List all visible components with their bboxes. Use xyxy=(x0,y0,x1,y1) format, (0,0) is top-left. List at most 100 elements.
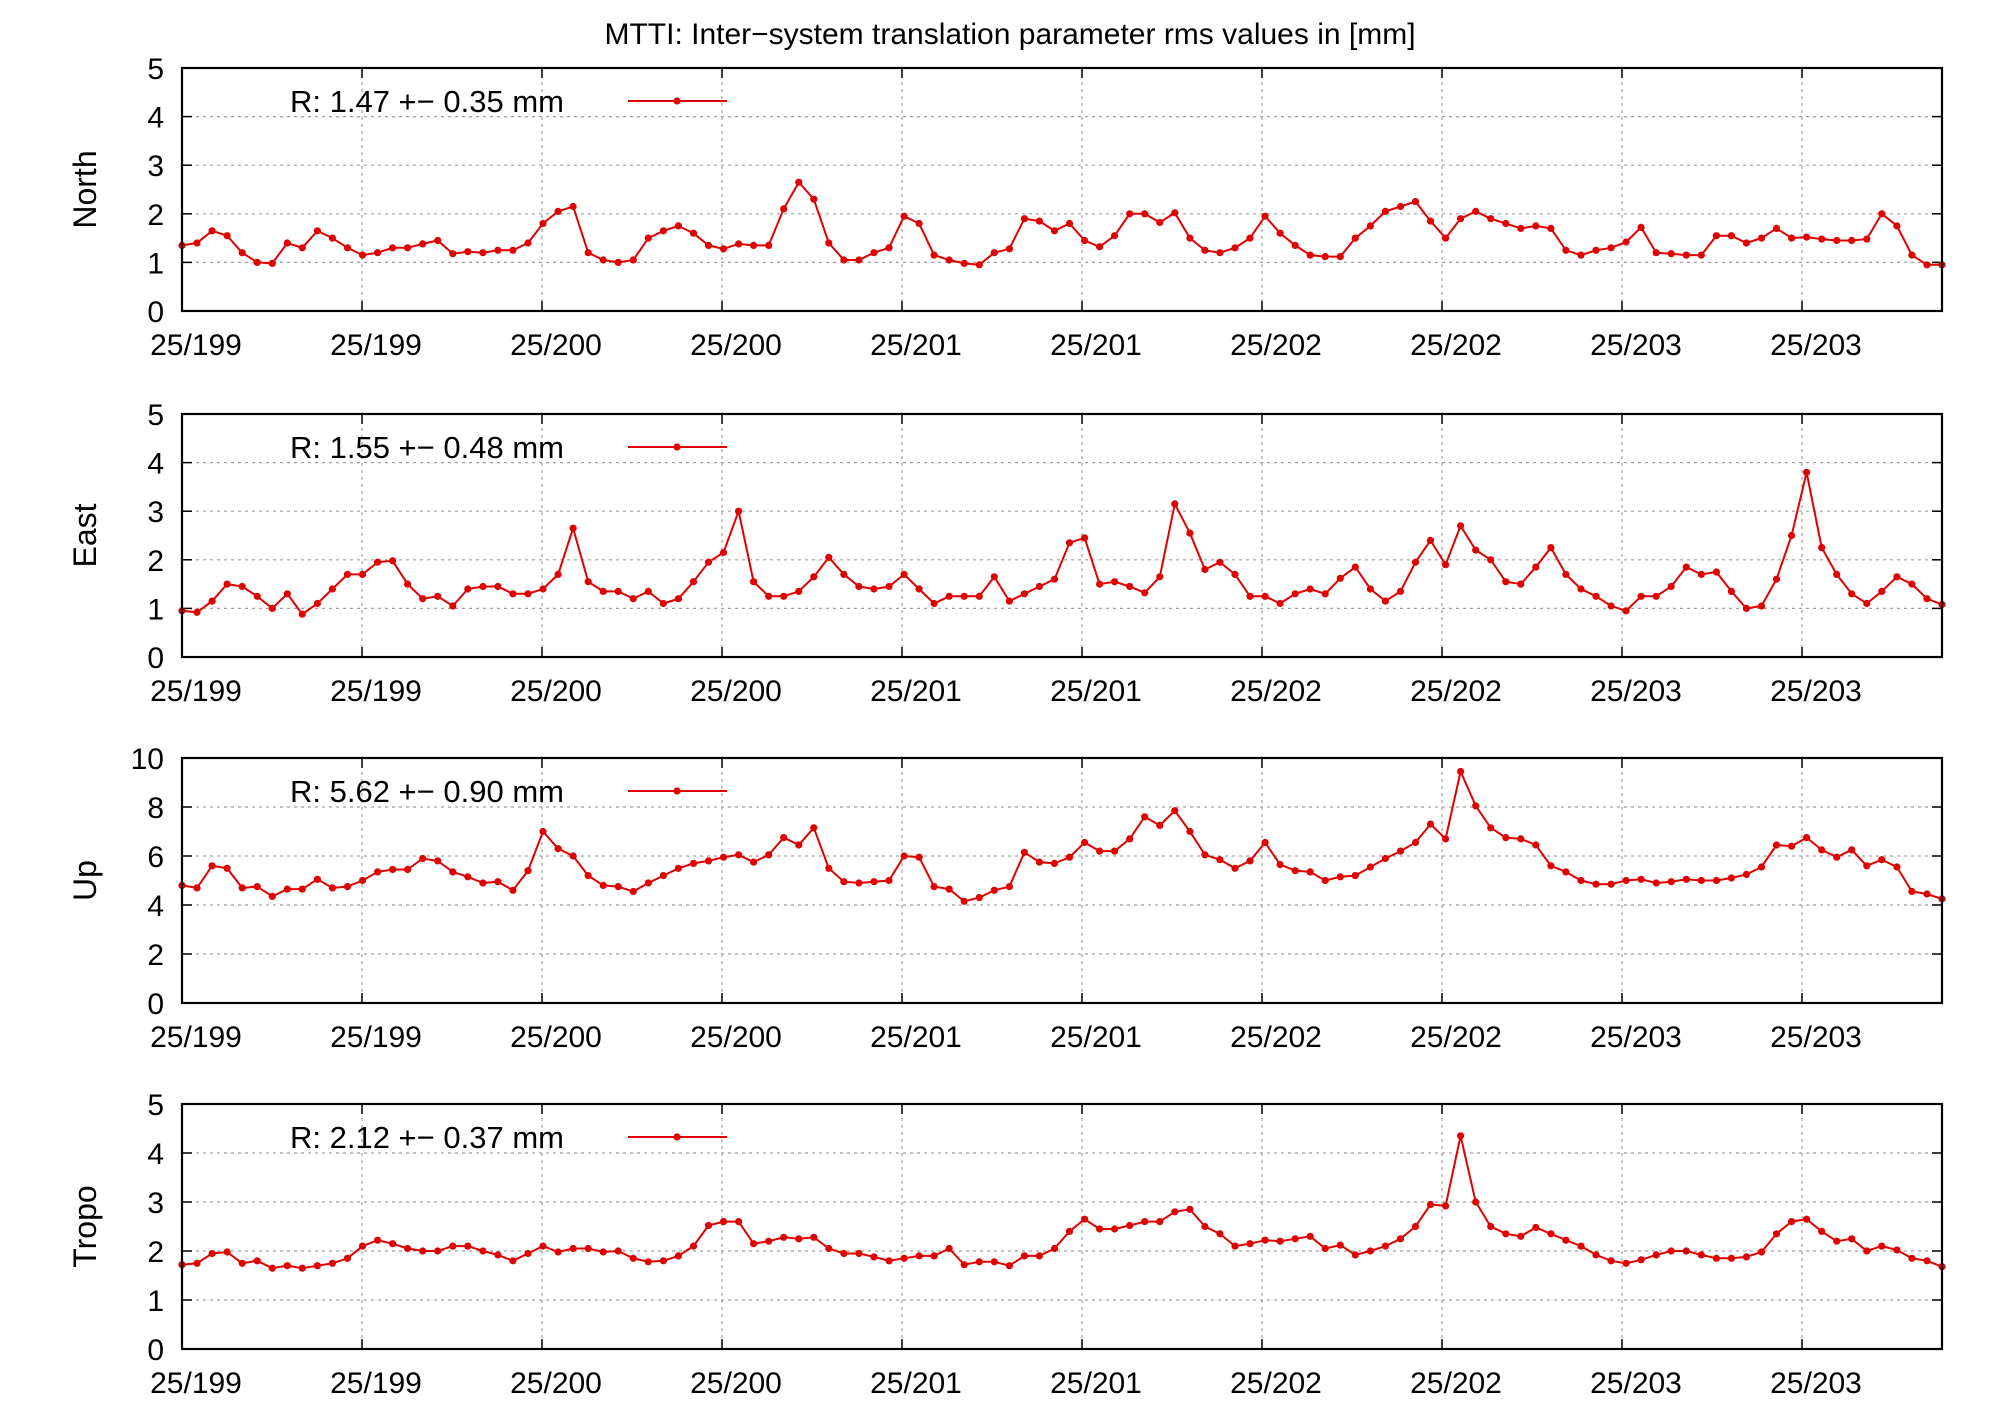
panel-4-series-line xyxy=(181,1135,1943,1270)
panel-1-legend-text: R: 1.47 +− 0.35 mm xyxy=(290,84,564,119)
panel-3-data-point xyxy=(915,853,923,861)
panel-1-data-point xyxy=(1411,198,1420,206)
panel-4-data-point xyxy=(1547,1230,1555,1238)
panel-4-data-point xyxy=(253,1257,261,1265)
panel-2-data-point xyxy=(1231,570,1239,579)
panel-3-data-point xyxy=(238,884,246,892)
panel-4-data-point xyxy=(1351,1251,1359,1259)
panel-4-data-point xyxy=(1231,1242,1239,1250)
panel-2-data-point xyxy=(479,582,487,591)
panel-1-data-point xyxy=(464,248,472,256)
panel-1-data-point xyxy=(569,202,577,211)
panel-2-data-point xyxy=(298,610,306,618)
panel-3-data-point xyxy=(900,852,908,860)
panel-4-data-point xyxy=(674,1252,683,1260)
panel-1-data-point xyxy=(1306,251,1314,259)
panel-3-data-point xyxy=(1652,879,1660,887)
panel-4-xtick-label: 25/201 xyxy=(1050,1367,1142,1400)
panel-2-data-point xyxy=(1457,522,1465,530)
panel-1-data-point xyxy=(1366,222,1374,230)
panel-2-ytick-label: 2 xyxy=(147,545,164,578)
panel-3-data-point xyxy=(735,851,743,859)
panel-1-data-point xyxy=(208,227,216,235)
panel-3-data-point xyxy=(825,864,833,872)
panel-2-ytick-label: 3 xyxy=(147,496,164,529)
panel-3-xtick-label: 25/202 xyxy=(1410,1021,1502,1054)
panel-2-data-point xyxy=(1186,529,1194,537)
panel-3-data-point xyxy=(298,885,306,893)
panel-2-data-point xyxy=(1442,561,1450,569)
panel-3-data-point xyxy=(313,875,321,883)
panel-1-data-point xyxy=(1803,233,1811,241)
panel-3-data-point xyxy=(404,865,412,874)
panel-4-data-point xyxy=(719,1218,728,1226)
panel-2-data-point xyxy=(419,595,427,603)
panel-2-data-point xyxy=(1622,607,1630,615)
panel-4-data-point xyxy=(689,1242,698,1250)
panel-1-data-point xyxy=(960,259,968,267)
panel-3-data-point xyxy=(1141,813,1149,821)
panel-2-ytick-label: 0 xyxy=(147,642,164,675)
panel-3-data-point xyxy=(554,845,562,853)
panel-2-data-point xyxy=(1607,602,1615,610)
panel-4-xtick-label: 25/202 xyxy=(1410,1367,1502,1400)
panel-2-data-point xyxy=(719,548,728,557)
panel-2-data-point xyxy=(900,570,908,579)
panel-4-data-point xyxy=(1020,1252,1028,1260)
panel-2-data-point xyxy=(464,585,472,593)
panel-1-data-point xyxy=(1667,250,1675,258)
panel-3-data-point xyxy=(434,857,442,865)
panel-2-data-point xyxy=(1126,582,1134,591)
panel-3-data-point xyxy=(1803,834,1811,842)
panel-4-data-point xyxy=(1923,1257,1931,1265)
panel-4-data-point xyxy=(539,1242,547,1250)
panel-3-data-point xyxy=(1035,858,1043,866)
panel-2-data-point xyxy=(509,590,517,598)
panel-4-data-point xyxy=(930,1252,938,1260)
panel-1-data-point xyxy=(1186,234,1194,242)
panel-1-data-point xyxy=(524,239,532,247)
panel-3-data-point xyxy=(253,883,261,891)
panel-2-data-point xyxy=(1141,589,1149,597)
panel-2-data-point xyxy=(223,580,231,588)
panel-3-data-point xyxy=(960,897,968,905)
panel-2-data-point xyxy=(810,573,818,581)
panel-3-data-point xyxy=(1111,847,1119,855)
panel-4-xtick-label: 25/201 xyxy=(870,1367,962,1400)
panel-3-xtick-label: 25/202 xyxy=(1230,1021,1322,1054)
panel-4-data-point xyxy=(1622,1259,1630,1267)
panel-2-data-point xyxy=(1532,563,1540,571)
panel-3-data-point xyxy=(659,872,668,880)
panel-1-data-point xyxy=(389,244,397,252)
panel-1-series-line xyxy=(181,180,1942,266)
panel-4: 0 1 2 3 4 5 25/199 25/199 25/200 25/200 25/201 25/2… xyxy=(67,1089,1946,1400)
panel-4-data-point xyxy=(1532,1223,1540,1232)
panel-4-legend-text: R: 2.12 +− 0.37 mm xyxy=(290,1120,564,1155)
panel-2-data-point xyxy=(945,592,953,600)
panel-1-data-point xyxy=(268,259,276,267)
panel-4-data-point xyxy=(1065,1227,1074,1235)
panel-4-data-point xyxy=(328,1259,336,1267)
panel-2-xtick-label: 25/201 xyxy=(1050,675,1142,708)
panel-2-data-point xyxy=(960,592,968,600)
panel-3-data-point xyxy=(840,878,848,886)
panel-2-data-point xyxy=(1005,597,1014,605)
panel-3-data-point xyxy=(1472,802,1480,810)
panel-4-data-point xyxy=(1712,1254,1720,1262)
panel-1-data-point xyxy=(1697,251,1705,259)
panel-4-data-point xyxy=(1156,1218,1164,1226)
panel-2-data-point xyxy=(1321,590,1329,598)
panel-2-xtick-label: 25/200 xyxy=(690,675,782,708)
panel-1-data-point xyxy=(1141,210,1149,218)
panel-2-data-point xyxy=(1065,539,1074,547)
panel-1-data-point xyxy=(1818,235,1826,243)
panel-1-data-point xyxy=(1336,253,1344,261)
panel-1-data-point xyxy=(1246,234,1254,242)
panel-2-data-point xyxy=(885,582,893,591)
panel-1-data-point xyxy=(1757,234,1766,242)
panel-2-data-point xyxy=(855,582,863,591)
panel-1-data-point xyxy=(1772,224,1781,232)
panel-4-data-point xyxy=(1697,1251,1705,1259)
